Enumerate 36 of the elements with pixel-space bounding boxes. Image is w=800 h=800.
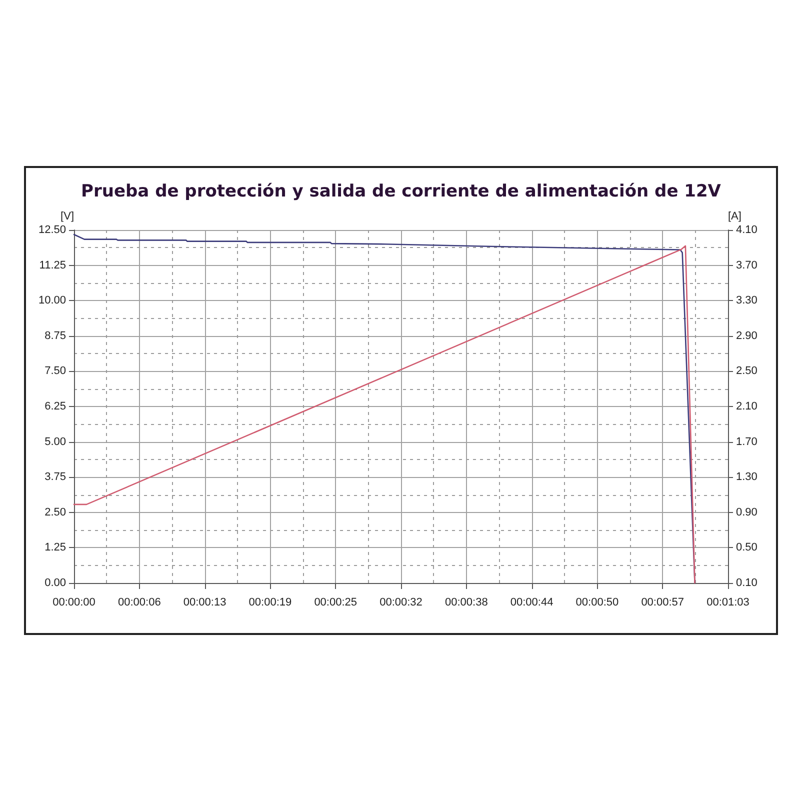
y-tick-label: 6.25 — [44, 400, 66, 412]
y2-tick-label: 4.10 — [736, 224, 758, 236]
y-tick-label: 5.00 — [44, 436, 66, 448]
x-tick-label: 00:00:06 — [118, 596, 161, 608]
x-tick-label: 00:00:25 — [314, 596, 358, 608]
y2-tick-label: 0.90 — [736, 506, 758, 518]
y-tick-label: 8.75 — [44, 330, 66, 342]
y2-tick-label: 0.10 — [736, 577, 758, 589]
y-tick-label: 2.50 — [44, 506, 66, 518]
x-tick-label: 00:00:44 — [510, 596, 554, 608]
y-tick-label: 10.00 — [38, 294, 66, 307]
y-tick-label: 1.25 — [44, 542, 66, 554]
y2-tick-label: 3.30 — [736, 294, 758, 307]
y-axis-title: [V] — [60, 210, 74, 222]
y2-tick-label: 2.90 — [736, 330, 758, 342]
x-tick-label: 00:00:50 — [576, 596, 619, 608]
x-tick-label: 00:00:13 — [183, 596, 226, 608]
x-tick-label: 00:00:57 — [641, 596, 684, 608]
y2-tick-label: 0.50 — [736, 542, 758, 554]
chart-title: Prueba de protección y salida de corriente de alimentación de 12V — [81, 182, 722, 202]
y-tick-label: 7.50 — [44, 365, 66, 378]
x-tick-label: 00:00:32 — [380, 596, 422, 608]
y2-tick-label: 2.50 — [736, 365, 758, 378]
x-tick-label: 00:00:19 — [248, 596, 292, 608]
y2-tick-label: 1.70 — [736, 436, 758, 448]
y-tick-label: 0.00 — [44, 577, 66, 589]
y-tick-label: 12.50 — [38, 224, 66, 236]
y-tick-label: 3.75 — [44, 471, 66, 484]
y2-tick-label: 1.30 — [736, 471, 758, 484]
y-tick-label: 11.25 — [39, 259, 66, 272]
x-tick-label: 00:00:38 — [444, 596, 488, 608]
y2-axis-title: [A] — [728, 210, 742, 222]
y2-tick-label: 2.10 — [736, 400, 758, 412]
y2-tick-label: 3.70 — [736, 259, 758, 272]
x-tick-label: 00:00:00 — [52, 596, 96, 608]
x-tick-label: 00:01:03 — [706, 596, 750, 608]
